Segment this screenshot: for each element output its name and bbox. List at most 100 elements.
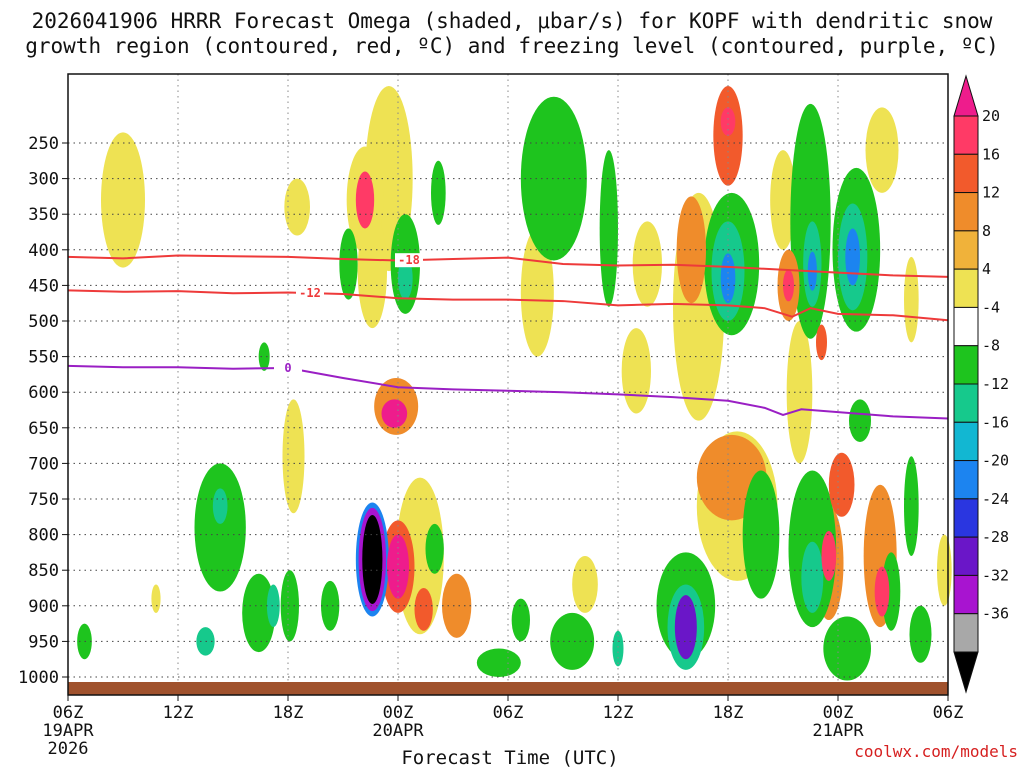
y-tick-label: 450	[28, 276, 59, 296]
colorbar-segment	[953, 498, 979, 538]
omega-cell	[194, 463, 246, 592]
omega-cell	[431, 160, 446, 225]
y-tick-label: 800	[28, 526, 59, 546]
x-tick-date: 20APR	[372, 721, 424, 741]
colorbar-label: -16	[982, 413, 1009, 431]
omega-cell	[621, 328, 651, 414]
ground-bar	[68, 682, 948, 695]
chart-title-line1: 2026041906 HRRR Forecast Omega (shaded, …	[32, 9, 993, 33]
omega-cell	[676, 196, 706, 304]
omega-cell	[212, 488, 228, 524]
contour-label-bg	[395, 253, 423, 268]
omega-cell	[550, 612, 595, 670]
y-tick-label: 600	[28, 383, 59, 403]
colorbar: 20 16 12 8 4 -4 -8 -12 -16 -20 -24 -28 -32 -36	[953, 74, 1009, 694]
omega-cell	[282, 399, 305, 514]
x-tick-label: 00Z	[383, 703, 414, 723]
omega-cell	[821, 531, 837, 581]
omega-cell	[874, 566, 890, 617]
colorbar-segment	[953, 421, 979, 462]
contour-label: -12	[299, 286, 321, 300]
colorbar-segment	[953, 192, 979, 232]
colorbar-label: -36	[982, 605, 1009, 623]
x-tick-label: 12Z	[163, 703, 194, 723]
omega-cell	[381, 399, 408, 428]
omega-cell	[284, 178, 310, 236]
y-tick-label: 750	[28, 490, 59, 510]
omega-cell	[909, 605, 932, 663]
omega-cell	[823, 616, 872, 681]
chart-title-line2: growth region (contoured, red, ºC) and f…	[25, 34, 999, 58]
colorbar-label: -28	[982, 528, 1009, 546]
x-tick-label: 06Z	[493, 703, 524, 723]
colorbar-segment	[953, 115, 979, 155]
omega-cell	[357, 214, 388, 329]
colorbar-segment	[953, 574, 979, 615]
colorbar-segment	[953, 306, 979, 347]
omega-cell	[151, 584, 161, 613]
contour-label: 0	[284, 361, 291, 375]
omega-cell	[476, 648, 521, 677]
y-tick-label: 550	[28, 348, 59, 368]
y-tick-label: 1000	[18, 668, 59, 688]
colorbar-bottom-arrow	[953, 651, 979, 694]
omega-cell	[849, 399, 871, 443]
omega-cell	[599, 150, 618, 307]
grid-lines	[68, 74, 948, 682]
x-tick-date: 21APR	[812, 721, 864, 741]
colorbar-segment	[953, 383, 979, 423]
x-tick-year: 2026	[48, 739, 89, 759]
y-tick-label: 350	[28, 205, 59, 225]
colorbar-segment	[953, 613, 979, 653]
omega-cell	[101, 132, 145, 268]
omega-cell	[845, 228, 861, 286]
colorbar-label: 4	[982, 260, 991, 278]
omega-cell	[770, 150, 796, 250]
omega-shading	[77, 86, 952, 681]
colorbar-label: -20	[982, 452, 1009, 470]
y-tick-label: 850	[28, 561, 59, 581]
omega-cell	[362, 515, 383, 605]
omega-cell	[865, 107, 899, 193]
contour-dgz-minus18	[67, 254, 949, 278]
omega-cell	[280, 570, 300, 642]
omega-cell	[816, 324, 827, 361]
contour-label-bg	[296, 286, 324, 301]
omega-cell	[387, 534, 409, 599]
y-tick-label: 650	[28, 419, 59, 439]
y-tick-label: 400	[28, 241, 59, 261]
omega-cell	[425, 523, 444, 574]
y-tick-label: 900	[28, 597, 59, 617]
plot-area: -18 -12 0	[67, 73, 952, 696]
contour-freezing-0	[67, 364, 949, 420]
x-tick-label: 18Z	[713, 703, 744, 723]
x-tick-label: 12Z	[603, 703, 634, 723]
colorbar-label: 20	[982, 107, 1000, 125]
omega-cell	[414, 588, 433, 631]
omega-cell	[572, 555, 598, 613]
x-tick-date: 19APR	[42, 721, 94, 741]
colorbar-label: -8	[982, 337, 1000, 355]
temperature-contours: -18 -12 0	[67, 253, 949, 420]
omega-cell	[511, 598, 530, 642]
y-tick-label: 700	[28, 454, 59, 474]
colorbar-label: 16	[982, 145, 1000, 163]
colorbar-label: 12	[982, 184, 1000, 202]
omega-cell	[801, 541, 824, 613]
x-tick-label: 06Z	[53, 703, 84, 723]
omega-cell	[321, 580, 340, 631]
colorbar-segment	[953, 460, 979, 500]
omega-cell	[937, 534, 952, 606]
colorbar-label: 8	[982, 222, 991, 240]
omega-cell	[266, 584, 280, 628]
x-tick-label: 18Z	[273, 703, 304, 723]
omega-cell	[242, 573, 276, 653]
omega-cell	[339, 228, 358, 300]
y-tick-label: 250	[28, 134, 59, 154]
omega-cell	[355, 171, 375, 229]
colorbar-segment	[953, 153, 979, 194]
x-tick-label: 06Z	[933, 703, 964, 723]
omega-cell	[904, 456, 919, 556]
